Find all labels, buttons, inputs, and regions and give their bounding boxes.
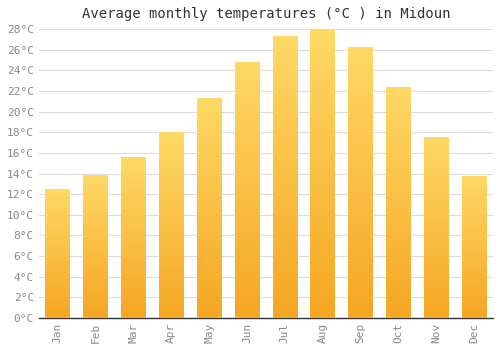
Title: Average monthly temperatures (°C ) in Midoun: Average monthly temperatures (°C ) in Mi… [82,7,450,21]
